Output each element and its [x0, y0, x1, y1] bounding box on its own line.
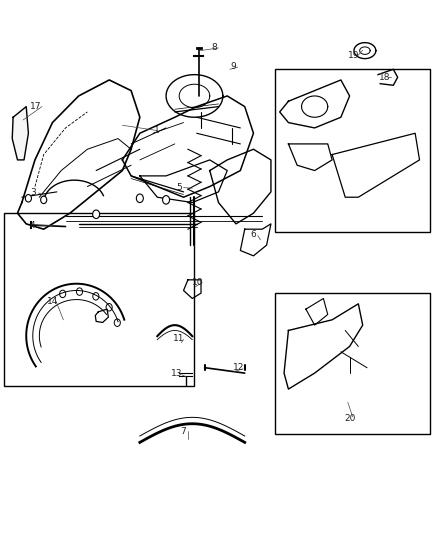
- Circle shape: [114, 319, 120, 326]
- Bar: [275, 293, 430, 434]
- Circle shape: [93, 210, 100, 219]
- Text: 10: 10: [192, 278, 203, 287]
- Text: 20: 20: [344, 414, 355, 423]
- Text: 6: 6: [250, 230, 257, 239]
- Circle shape: [76, 288, 83, 295]
- Text: 13: 13: [171, 369, 183, 377]
- Text: 4: 4: [30, 222, 35, 230]
- Text: 5: 5: [176, 183, 182, 192]
- Circle shape: [41, 196, 47, 204]
- Text: 7: 7: [180, 427, 187, 436]
- Bar: [275, 69, 430, 232]
- Circle shape: [25, 195, 31, 202]
- Text: 3: 3: [30, 189, 36, 197]
- Text: 1: 1: [154, 126, 160, 135]
- Circle shape: [136, 194, 143, 203]
- Text: 9: 9: [230, 62, 236, 71]
- Text: 17: 17: [30, 102, 42, 111]
- Circle shape: [106, 303, 112, 311]
- Text: 14: 14: [47, 297, 58, 305]
- Text: 11: 11: [173, 334, 185, 343]
- Circle shape: [59, 290, 66, 297]
- Text: 12: 12: [232, 364, 244, 372]
- Bar: [4, 213, 194, 386]
- Text: 8: 8: [211, 44, 217, 52]
- Text: 19: 19: [348, 52, 360, 60]
- Text: 18: 18: [379, 73, 390, 82]
- Circle shape: [163, 196, 170, 204]
- Circle shape: [93, 293, 99, 300]
- Polygon shape: [12, 107, 28, 160]
